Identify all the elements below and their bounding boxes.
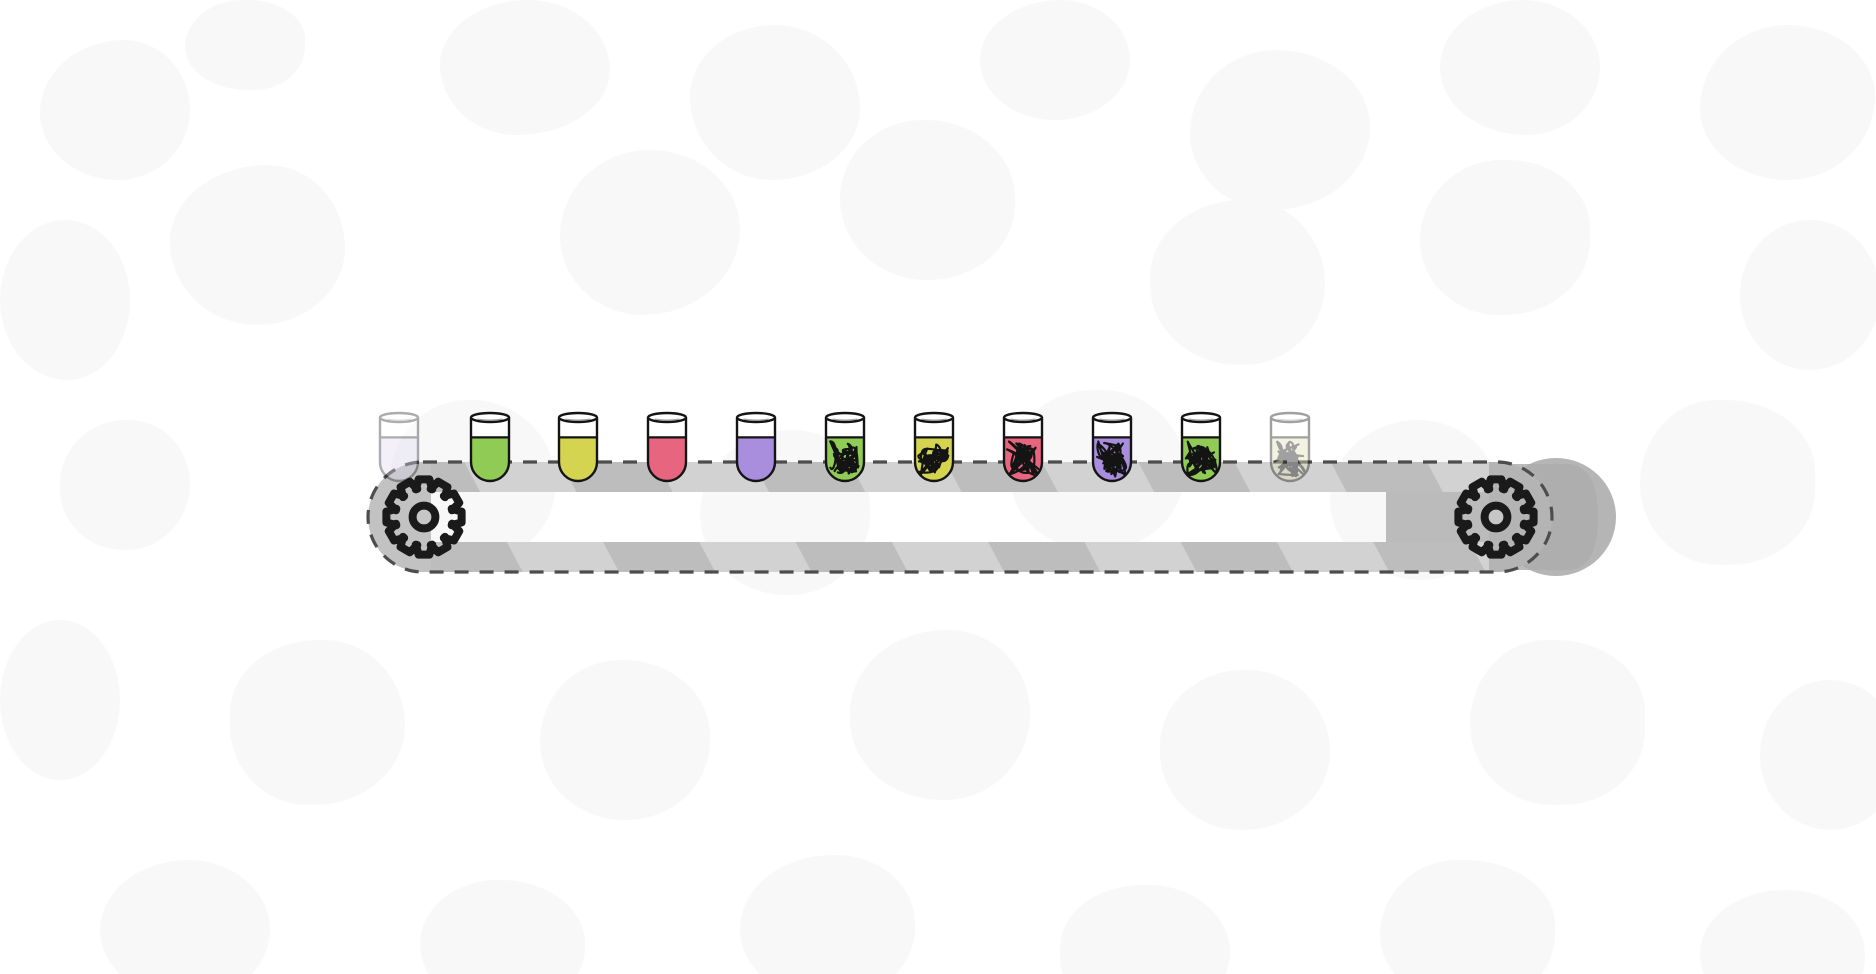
- background-blob: [1700, 890, 1865, 974]
- background-blob: [1640, 400, 1815, 565]
- background-blob: [1190, 50, 1370, 210]
- tangle-strands-icon: [1273, 440, 1307, 478]
- test-tube-5[interactable]: [734, 408, 778, 486]
- background-blob: [40, 40, 190, 180]
- test-tube-graphic: [735, 411, 777, 483]
- test-tube-2[interactable]: [468, 408, 512, 486]
- test-tube-7[interactable]: [912, 408, 956, 486]
- conveyor-belt[interactable]: [366, 458, 1616, 576]
- background-blob: [560, 150, 740, 315]
- background-blob: [60, 420, 190, 550]
- background-blob: [740, 855, 915, 974]
- tube-liquid: [648, 437, 686, 481]
- tube-liquid: [1004, 437, 1042, 481]
- tube-liquid: [826, 437, 864, 481]
- background-blob: [440, 0, 610, 135]
- test-tube-6[interactable]: [823, 408, 867, 486]
- tube-liquid: [559, 437, 597, 481]
- test-tube-graphic: [1091, 411, 1133, 483]
- background-blob: [1150, 200, 1325, 365]
- background-blob: [1740, 220, 1876, 370]
- test-tube-graphic: [557, 411, 599, 483]
- background-blob: [1440, 0, 1600, 135]
- background-blob: [1380, 860, 1555, 974]
- background-blob: [1060, 885, 1230, 974]
- test-tube-graphic: [1180, 411, 1222, 483]
- background-blob: [100, 860, 270, 974]
- background-blob: [230, 640, 405, 805]
- background-blob: [0, 620, 120, 780]
- tube-liquid: [471, 437, 509, 481]
- tube-liquid: [1182, 437, 1220, 481]
- background-blob: [980, 0, 1130, 120]
- tube-liquid: [380, 437, 418, 481]
- test-tube-graphic: [469, 411, 511, 483]
- test-tube-4[interactable]: [645, 408, 689, 486]
- background-blob: [0, 220, 130, 380]
- test-tube-graphic: [378, 411, 420, 483]
- background-blob: [170, 165, 345, 325]
- tube-liquid: [1093, 437, 1131, 481]
- tube-liquid: [915, 437, 953, 481]
- tube-rim: [1269, 411, 1311, 424]
- tube-liquid: [737, 437, 775, 481]
- background-blob: [1760, 680, 1876, 830]
- background-blob: [690, 25, 860, 180]
- tangle-strands-icon: [917, 443, 950, 476]
- test-tube-1[interactable]: [377, 408, 421, 486]
- test-tube-8[interactable]: [1001, 408, 1045, 486]
- test-tube-9[interactable]: [1090, 408, 1134, 486]
- background-blob: [185, 0, 305, 90]
- test-tube-graphic: [1002, 411, 1044, 483]
- background-blob: [540, 660, 710, 820]
- background-blob: [1420, 160, 1590, 315]
- test-tube-11[interactable]: [1268, 408, 1312, 486]
- background-blob: [850, 630, 1030, 800]
- background-blob: [840, 120, 1015, 280]
- tangle-strands-icon: [1184, 440, 1218, 477]
- test-tube-10[interactable]: [1179, 408, 1223, 486]
- test-tube-graphic: [913, 411, 955, 483]
- test-tube-3[interactable]: [556, 408, 600, 486]
- background-blob: [1160, 670, 1330, 830]
- test-tube-graphic: [824, 411, 866, 483]
- tube-liquid: [1271, 437, 1309, 481]
- background-blob: [1700, 25, 1875, 180]
- background-blob: [1470, 640, 1645, 805]
- test-tube-graphic: [1269, 411, 1311, 483]
- test-tube-graphic: [646, 411, 688, 483]
- background-blob: [420, 880, 585, 974]
